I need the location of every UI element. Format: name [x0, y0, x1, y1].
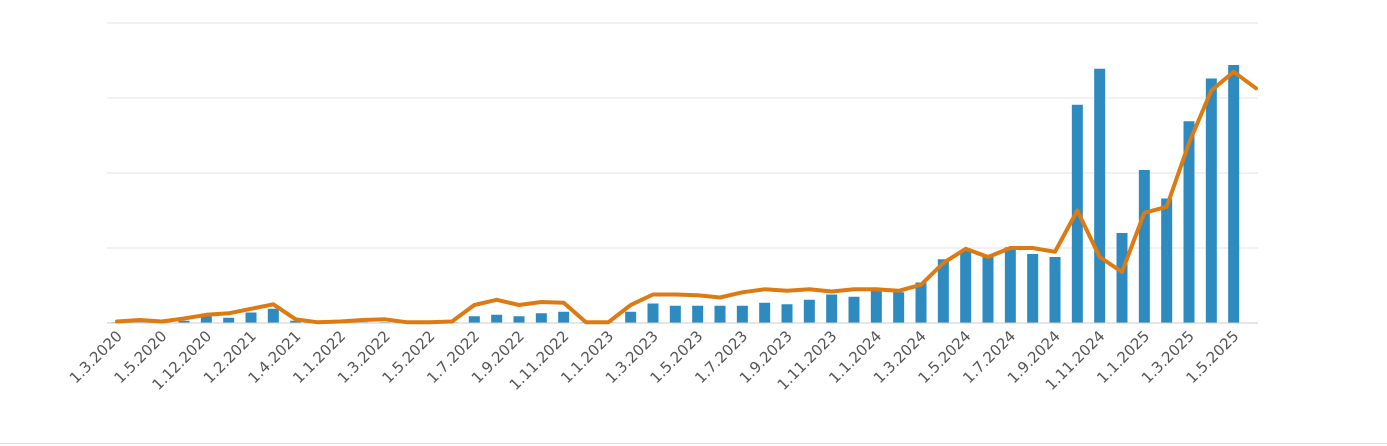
bar-1.2.2021 — [245, 312, 257, 323]
bar-1.2.2024 — [893, 292, 905, 323]
bar-1.7.2024 — [1004, 247, 1016, 323]
bar-1.11.2022 — [558, 311, 570, 323]
bar-1.2.2025 — [1161, 198, 1173, 323]
bar-1.4.2025 — [1205, 78, 1217, 323]
bar-1.10.2022 — [535, 313, 547, 323]
bar-1.8.2023 — [759, 302, 771, 323]
x-tick-labels: 1.3.20201.5.20201.12.20201.2.20211.4.202… — [66, 327, 1243, 394]
bar-1.8.2022 — [491, 314, 503, 323]
bar-1.11.2020 — [178, 320, 190, 323]
bar-1.12.2024 — [1116, 233, 1128, 323]
bar-1.6.2024 — [982, 254, 994, 323]
bar-1.2.2023 — [625, 311, 637, 323]
bar-1.5.2024 — [960, 250, 972, 323]
bar-1.7.2022 — [468, 316, 480, 323]
bar-1.12.2020 — [200, 316, 212, 323]
line-series — [115, 69, 1258, 325]
bar-1.12.2023 — [848, 296, 860, 323]
bar-1.1.2025 — [1138, 170, 1150, 323]
bar-1.11.2024 — [1094, 68, 1106, 323]
bar-1.3.2025 — [1183, 121, 1195, 323]
bottom-divider — [0, 443, 1387, 444]
bar-1.5.2025 — [1228, 65, 1240, 323]
bar-1.9.2023 — [781, 304, 793, 323]
bar-1.4.2023 — [669, 305, 681, 323]
bar-1.6.2023 — [714, 305, 726, 323]
bar-1.9.2024 — [1049, 257, 1061, 323]
bar-1.7.2023 — [736, 305, 748, 323]
bar-1.8.2024 — [1027, 254, 1039, 323]
bar-1.1.2021 — [223, 317, 235, 323]
bar-1.5.2023 — [692, 305, 704, 323]
bar-1.3.2023 — [647, 303, 659, 323]
bar-1.9.2022 — [513, 316, 525, 323]
bar-1.1.2024 — [870, 290, 882, 323]
bar-1.4.2024 — [937, 259, 949, 323]
bar-1.10.2023 — [803, 299, 815, 323]
bar-1.11.2023 — [826, 294, 838, 323]
bar-1.3.2024 — [915, 282, 927, 323]
bar-1.4.2021 — [290, 320, 302, 323]
bar-1.3.2021 — [267, 308, 279, 323]
bar-series — [111, 65, 1240, 323]
line-series-path — [115, 69, 1258, 325]
gridlines — [107, 22, 1258, 249]
